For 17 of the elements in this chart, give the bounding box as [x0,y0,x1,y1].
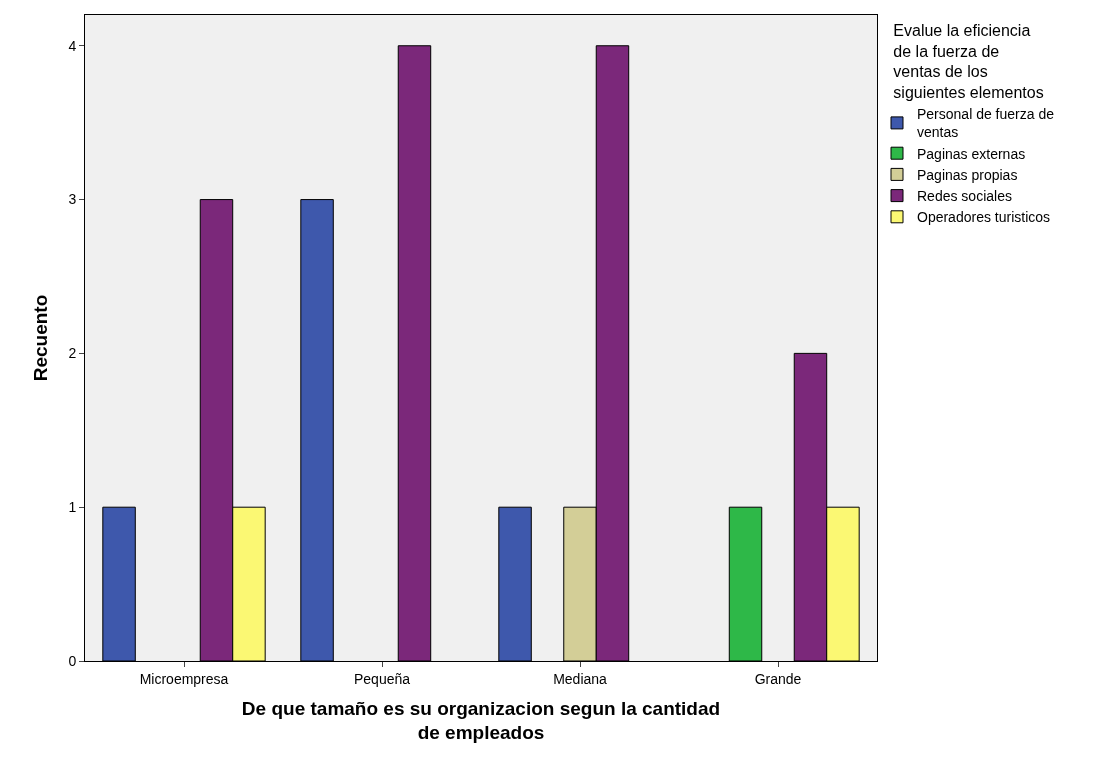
y-tick-label: 0 [68,652,77,669]
y-tick-label: 2 [68,345,77,362]
y-tick-label: 3 [68,191,77,208]
x-tick-label: Microempresa [139,670,229,687]
legend-label: Personal de fuerza de ventas [917,106,1055,141]
y-tick-label: 4 [68,37,77,54]
y-tick-label: 1 [68,499,77,516]
legend-label: Redes sociales [917,188,1012,205]
legend-label: Paginas externas [917,145,1026,162]
x-axis-title: De que tamaño es su organizacion segun la cantidad de empleados [241,697,721,744]
x-tick-label: Grande [754,670,802,687]
x-tick-label: Pequeña [353,670,411,687]
legend-title: Evalue la eficiencia de la fuerza de ventas de los siguientes elementos [893,21,1044,102]
x-tick-label: Mediana [553,670,608,687]
y-axis-title: Recuento [30,294,52,382]
legend-label: Paginas propias [917,166,1018,183]
legend-label: Operadores turisticos [917,209,1051,226]
